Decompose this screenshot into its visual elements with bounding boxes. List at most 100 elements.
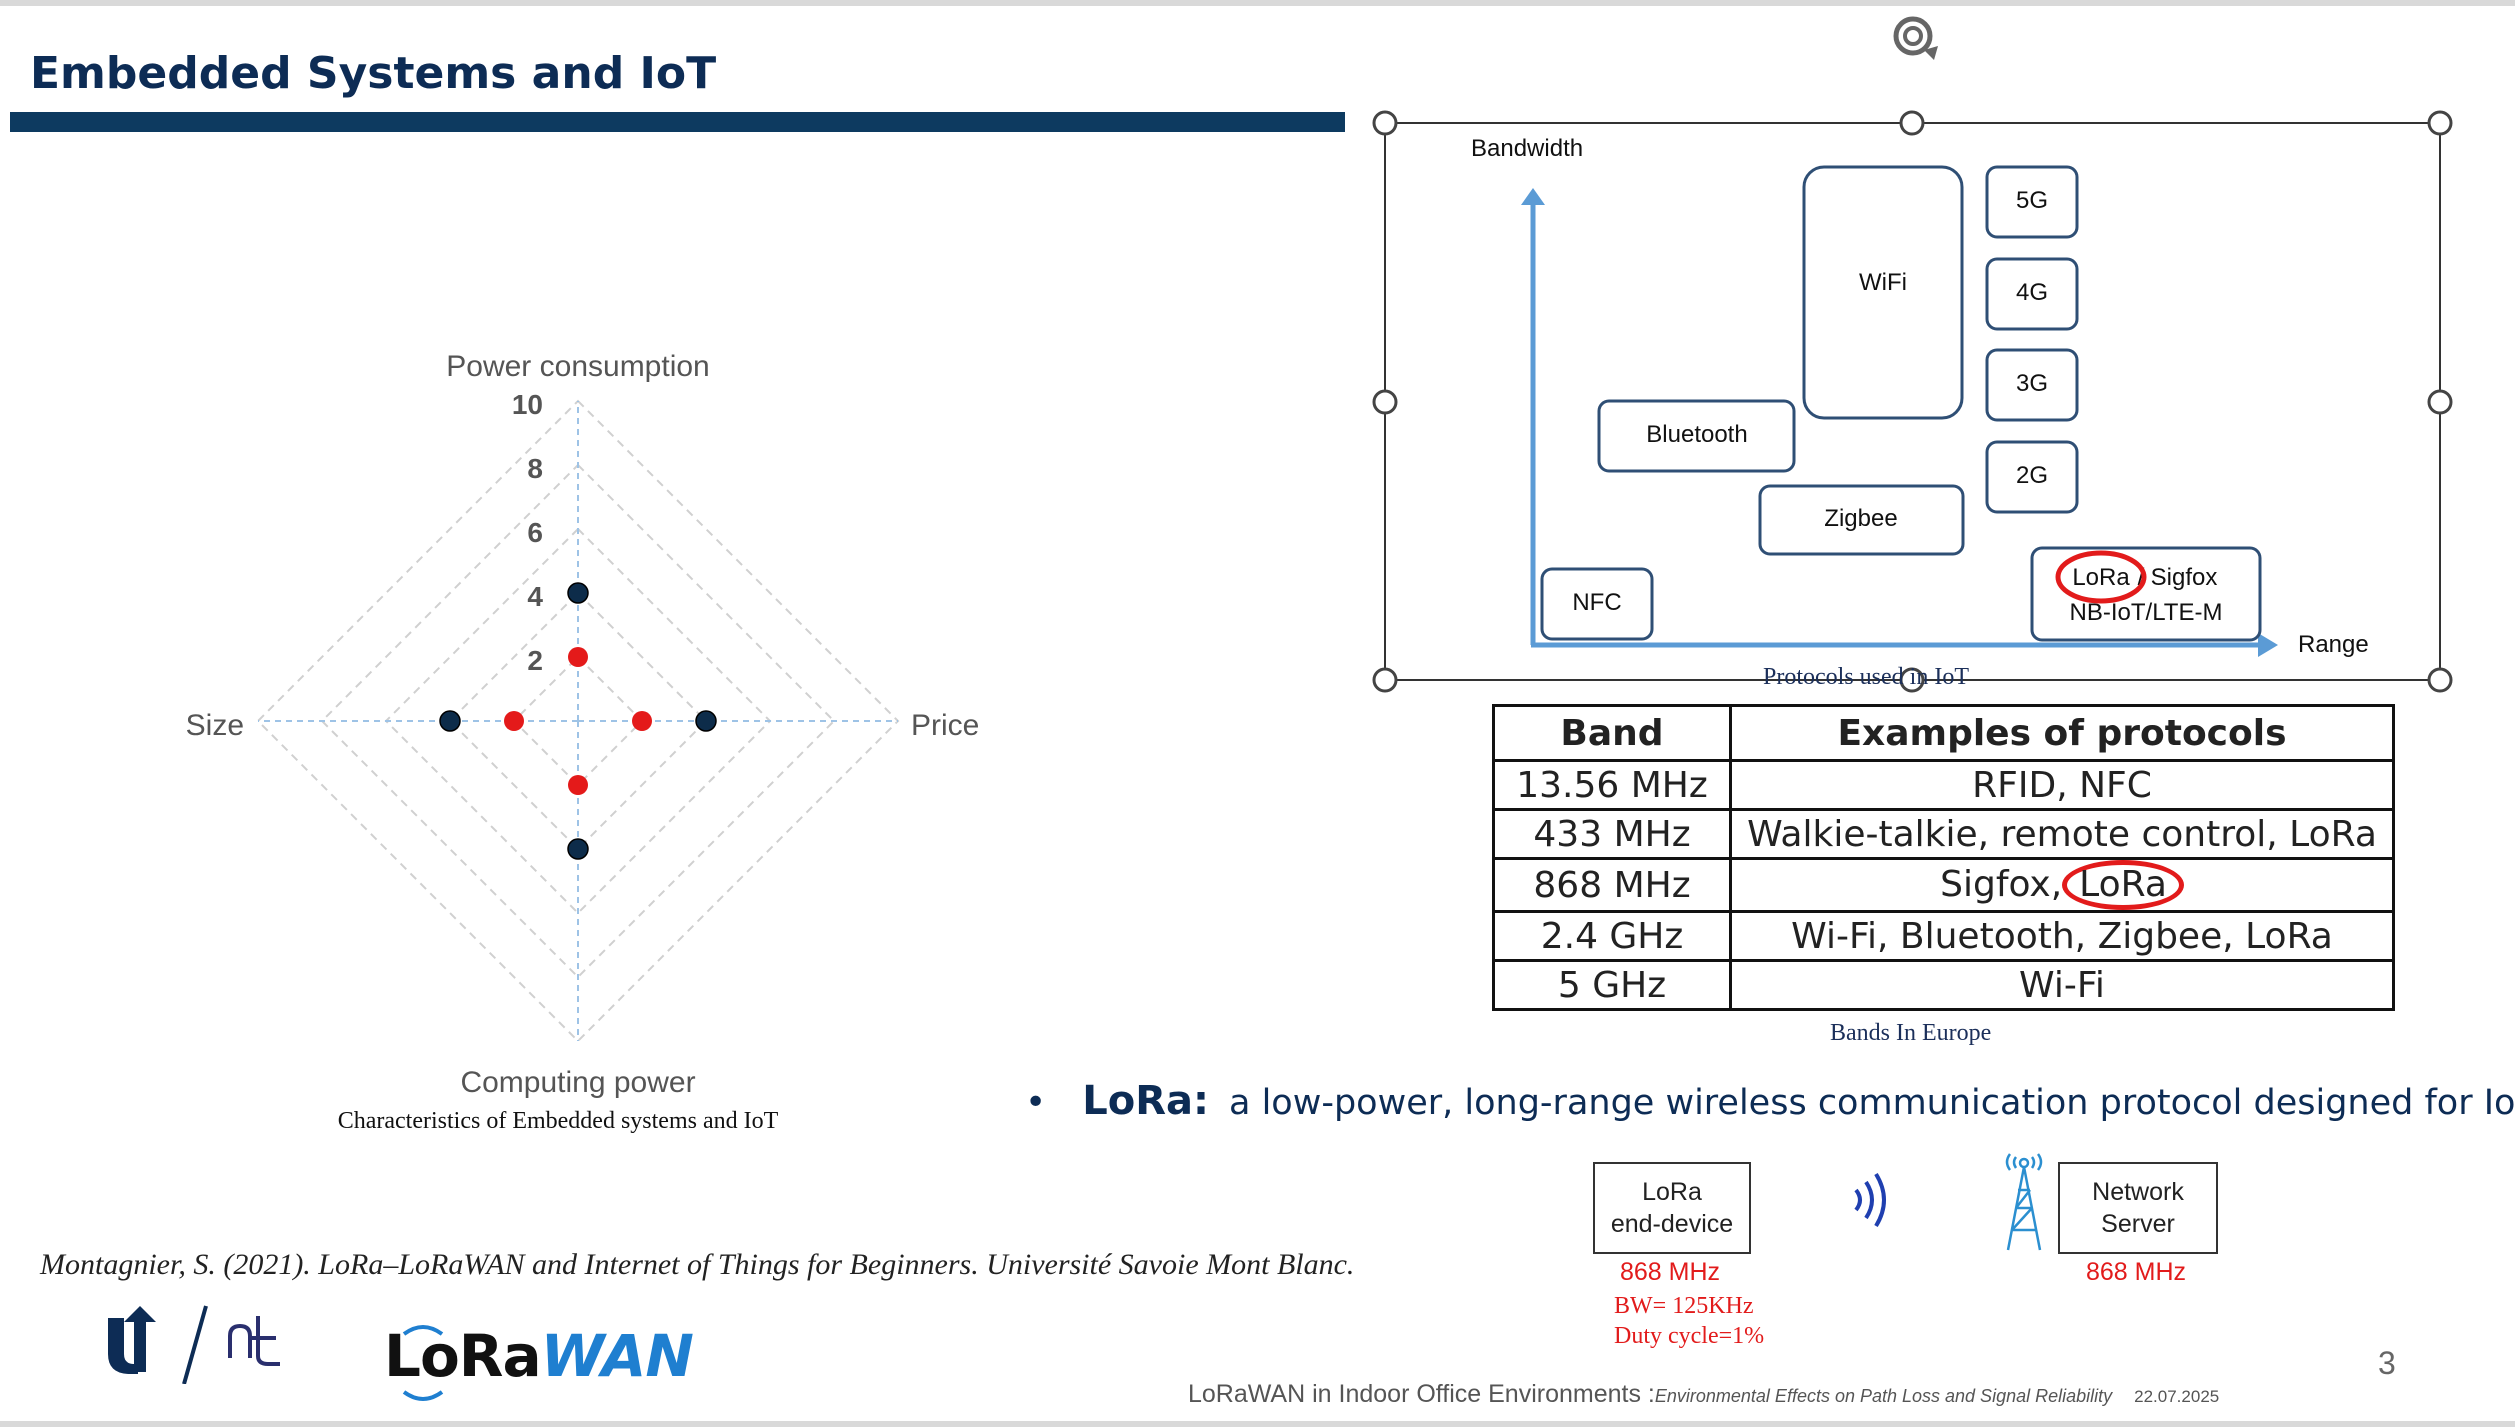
band-cell: 13.56 MHz: [1492, 759, 1732, 811]
radar-grid-ring: [448, 591, 708, 851]
title-underline-bar: [10, 112, 1345, 132]
table-row: 868 MHz Sigfox, LoRa: [1492, 857, 2395, 913]
wifi-label: WiFi: [1859, 269, 1907, 296]
x-axis-label: Range: [2298, 631, 2369, 658]
table-row: 13.56 MHz RFID, NFC: [1492, 759, 2395, 811]
resize-handle-bm: [1899, 667, 1925, 693]
5g-label: 5G: [2016, 187, 2048, 214]
footer-title: LoRaWAN in Indoor Office Environments :: [1188, 1380, 1655, 1408]
lora-highlight-ellipse: [2055, 550, 2147, 604]
end-device-box: LoRa end-device: [1593, 1162, 1751, 1254]
radar-point-series2-size: [504, 711, 524, 731]
server-line2: Server: [2101, 1210, 2175, 1238]
lorawan-logo: LoRaWAN: [384, 1322, 694, 1390]
server-line1: Network: [2092, 1178, 2184, 1206]
y-axis-arrow-icon: [1521, 188, 1545, 205]
band-cell: 868 MHz: [1492, 857, 1732, 913]
5g-box: [1985, 165, 2079, 239]
protocols-caption: Protocols used in IoT: [1763, 664, 1969, 690]
resize-handle-br: [2427, 667, 2453, 693]
y-axis-label: Bandwidth: [1471, 135, 1583, 162]
resize-handle-tr: [2427, 110, 2453, 136]
footer-subtitle: Environmental Effects on Path Loss and S…: [1654, 1386, 2113, 1406]
4g-box: [1985, 257, 2079, 331]
2g-box: [1985, 440, 2079, 514]
bullet-description: a low-power, long-range wireless communi…: [1229, 1083, 2515, 1123]
radar-chart: Power consumption Size Price Computing p…: [186, 350, 980, 1134]
lorawan-logo-lora: LoRa: [384, 1322, 542, 1390]
bandwidth-label: BW= 125KHz: [1614, 1293, 1754, 1319]
nfc-box: [1540, 567, 1654, 641]
radar-grid-ring: [512, 655, 644, 787]
bands-table: Band Examples of protocols 13.56 MHz RFI…: [1492, 704, 2395, 1011]
zigbee-label: Zigbee: [1824, 505, 1897, 532]
university-logo: [108, 1305, 280, 1384]
protocols-diagram[interactable]: Bandwidth Range WiFi 5G 4G 3G 2G Bluetoo…: [1360, 0, 2480, 705]
lora-sigfox-separator: /: [2138, 564, 2145, 591]
top-border: [0, 0, 2515, 6]
radar-point-series1-computing-power: [567, 838, 589, 860]
protocols-cell: Sigfox, LoRa: [1729, 857, 2395, 913]
band-cell: 5 GHz: [1492, 959, 1732, 1011]
axis-label-top: Power consumption: [446, 350, 709, 383]
4g-label: 4G: [2016, 279, 2048, 306]
table-row: 5 GHz Wi-Fi: [1492, 959, 2395, 1011]
axis-label-bottom: Computing power: [460, 1066, 695, 1099]
resize-handle-tm: [1899, 110, 1925, 136]
radar-point-series2-price: [632, 711, 652, 731]
end-device-frequency: 868 MHz: [1620, 1258, 1721, 1286]
bullet-term: LoRa:: [1082, 1078, 1209, 1124]
band-cell: 433 MHz: [1492, 808, 1732, 860]
band-cell: 2.4 GHz: [1492, 910, 1732, 962]
radar-point-series1-price: [695, 710, 717, 732]
resize-handle-tl: [1372, 110, 1398, 136]
table-row: 433 MHz Walkie-talkie, remote control, L…: [1492, 808, 2395, 860]
bands-caption: Bands In Europe: [1830, 1020, 1992, 1046]
resize-handle-ml: [1372, 389, 1398, 415]
radar-point-series2-computing-power: [568, 775, 588, 795]
wireless-signal-icon: [1854, 1172, 1886, 1228]
x-axis-arrow-icon: [2258, 633, 2278, 657]
protocols-cell: RFID, NFC: [1729, 759, 2395, 811]
axis-label-left: Size: [186, 709, 244, 742]
header-band: Band: [1492, 704, 1732, 762]
axis-label-right: Price: [911, 709, 979, 742]
resize-handle-mr: [2427, 389, 2453, 415]
3g-box: [1985, 348, 2079, 422]
bullet-dot: •: [1025, 1082, 1047, 1123]
protocols-cell: Wi-Fi, Bluetooth, Zigbee, LoRa: [1729, 910, 2395, 962]
lora-sigfox-box: [2030, 546, 2262, 642]
radar-grid-ring: [256, 399, 900, 1043]
table-row: 2.4 GHz Wi-Fi, Bluetooth, Zigbee, LoRa: [1492, 910, 2395, 962]
tick-label-8: 8: [527, 453, 543, 484]
zigbee-box: [1758, 484, 1965, 556]
citation: Montagnier, S. (2021). LoRa–LoRaWAN and …: [40, 1248, 1355, 1281]
bluetooth-box: [1597, 399, 1796, 473]
lorawan-wave-icon: [402, 1325, 444, 1401]
rotate-handle-icon[interactable]: [1893, 16, 1938, 60]
footer-date: 22.07.2025: [2134, 1387, 2220, 1406]
antenna-tower-icon: [2005, 1153, 2043, 1251]
bottom-border: [0, 1421, 2515, 1427]
radar-grid-ring: [320, 463, 836, 979]
footer: LoRaWAN in Indoor Office Environments :E…: [1188, 1380, 2219, 1409]
protocol-lora-highlighted: LoRa: [2062, 860, 2184, 910]
server-frequency: 868 MHz: [2086, 1258, 2187, 1286]
header-protocols: Examples of protocols: [1729, 704, 2395, 762]
radar-points: [439, 582, 717, 860]
2g-label: 2G: [2016, 462, 2048, 489]
tick-label-10: 10: [512, 389, 543, 420]
lora-label: LoRa: [2072, 564, 2130, 591]
duty-cycle-label: Duty cycle=1%: [1614, 1323, 1765, 1349]
radar-caption: Characteristics of Embedded systems and …: [338, 1108, 779, 1134]
radar-grid: [256, 399, 900, 1043]
lorawan-logo-wan: WAN: [540, 1322, 694, 1390]
bluetooth-label: Bluetooth: [1646, 421, 1747, 448]
slide-title: Embedded Systems and IoT: [30, 48, 717, 99]
radar-point-series1-size: [439, 710, 461, 732]
end-device-line2: end-device: [1610, 1210, 1734, 1238]
network-server-box: Network Server: [2058, 1162, 2218, 1254]
tick-label-4: 4: [527, 581, 543, 612]
end-device-line1: LoRa: [1642, 1178, 1702, 1206]
protocols-cell: Wi-Fi: [1729, 959, 2395, 1011]
